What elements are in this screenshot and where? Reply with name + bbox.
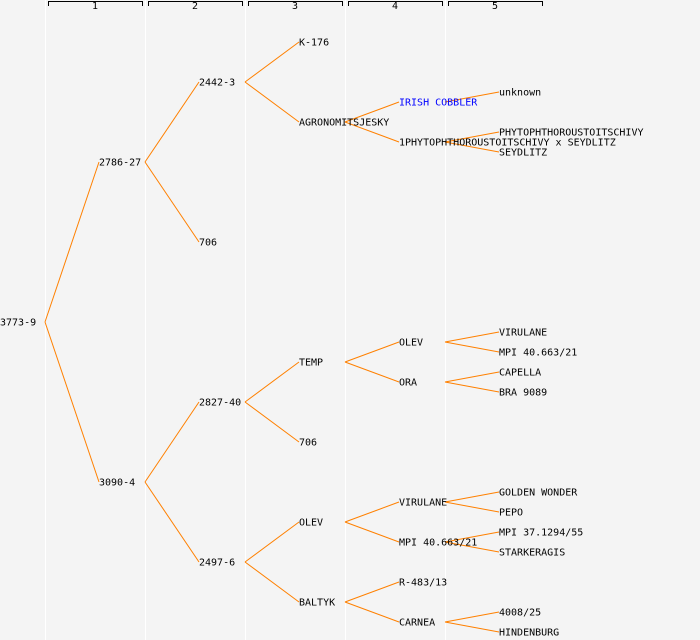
node-label[interactable]: CARNEA (399, 618, 435, 629)
node-label[interactable]: STARKERAGIS (499, 548, 565, 559)
connector-line (444, 381, 500, 393)
column-header-label: 3 (292, 1, 298, 12)
node-label[interactable]: MPI 40.663/21 (499, 348, 577, 359)
node-label[interactable]: MPI 40.663/21 (399, 538, 477, 549)
node-label[interactable]: ORA (399, 378, 417, 389)
connector-line (144, 481, 200, 563)
node-label[interactable]: TEMP (299, 358, 323, 369)
column-header-bracket (248, 1, 343, 6)
connector-line (244, 361, 300, 403)
node-label[interactable]: CAPELLA (499, 368, 541, 379)
node-label[interactable]: K-176 (299, 38, 329, 49)
node-label[interactable]: OLEV (399, 338, 423, 349)
node-label[interactable]: IRISH COBBLER (399, 98, 478, 109)
node-label[interactable]: 3090-4 (99, 478, 135, 489)
column-header-bracket (148, 1, 243, 6)
connector-line (144, 401, 200, 483)
connector-line (344, 341, 400, 363)
node-label[interactable]: 2786-27 (99, 158, 141, 169)
connector-line (344, 501, 400, 523)
connector-line (444, 331, 500, 343)
connector-line (344, 581, 400, 603)
node-label[interactable]: BALTYK (299, 598, 335, 609)
connector-line (344, 101, 400, 123)
node-label[interactable]: 2827-40 (199, 398, 241, 409)
node-label[interactable]: 706 (199, 238, 217, 249)
connector-line (144, 81, 200, 163)
column-header-bracket (448, 1, 543, 6)
node-label[interactable]: PEPO (499, 508, 523, 519)
connector-line (44, 321, 100, 483)
node-label[interactable]: 1PHYTOPHTHOROUSTOITSCHIVY x SEYDLITZ (399, 138, 616, 149)
column-header-label: 5 (492, 1, 498, 12)
connector-line (444, 611, 500, 623)
connector-line (444, 621, 500, 633)
connector-line (444, 531, 500, 543)
connector-line (444, 341, 500, 353)
connector-line (44, 161, 100, 323)
node-label[interactable]: VIRULANE (399, 498, 447, 509)
connector-line (244, 41, 300, 83)
connector-line (344, 521, 400, 543)
connector-line (244, 521, 300, 563)
connector-line (444, 491, 500, 503)
connector-line (444, 131, 500, 143)
connector-line (144, 161, 200, 243)
connector-line (444, 91, 500, 103)
column-header-label: 2 (192, 1, 198, 12)
connector-line (344, 601, 400, 623)
connector-line (344, 121, 400, 143)
node-label[interactable]: 3773-9 (0, 318, 36, 329)
column-header-label: 4 (392, 1, 398, 12)
node-label[interactable]: 2442-3 (199, 78, 235, 89)
node-label[interactable]: 2497-6 (199, 558, 235, 569)
connector-line (344, 361, 400, 383)
node-label[interactable]: SEYDLITZ (499, 148, 547, 159)
node-label[interactable]: OLEV (299, 518, 323, 529)
column-header-bracket (348, 1, 443, 6)
connector-line (444, 371, 500, 383)
column-header-label: 1 (92, 1, 98, 12)
connector-line (244, 81, 300, 123)
node-label[interactable]: AGRONOMITSJESKY (299, 118, 389, 129)
node-label[interactable]: MPI 37.1294/55 (499, 528, 583, 539)
connector-line (444, 541, 500, 553)
connector-line (444, 141, 500, 153)
node-label[interactable]: R-483/13 (399, 578, 447, 589)
connector-line (244, 401, 300, 443)
node-label[interactable]: GOLDEN WONDER (499, 488, 578, 499)
node-label[interactable]: VIRULANE (499, 328, 547, 339)
column-header-bracket (48, 1, 143, 6)
node-label[interactable]: unknown (499, 88, 541, 99)
node-label[interactable]: PHYTOPHTHOROUSTOITSCHIVY (499, 128, 644, 139)
connector-line (244, 561, 300, 603)
connector-line (444, 501, 500, 513)
node-label[interactable]: 4008/25 (499, 608, 541, 619)
node-label[interactable]: HINDENBURG (499, 628, 559, 639)
node-label[interactable]: BRA 9089 (499, 388, 547, 399)
node-label[interactable]: 706 (299, 438, 317, 449)
